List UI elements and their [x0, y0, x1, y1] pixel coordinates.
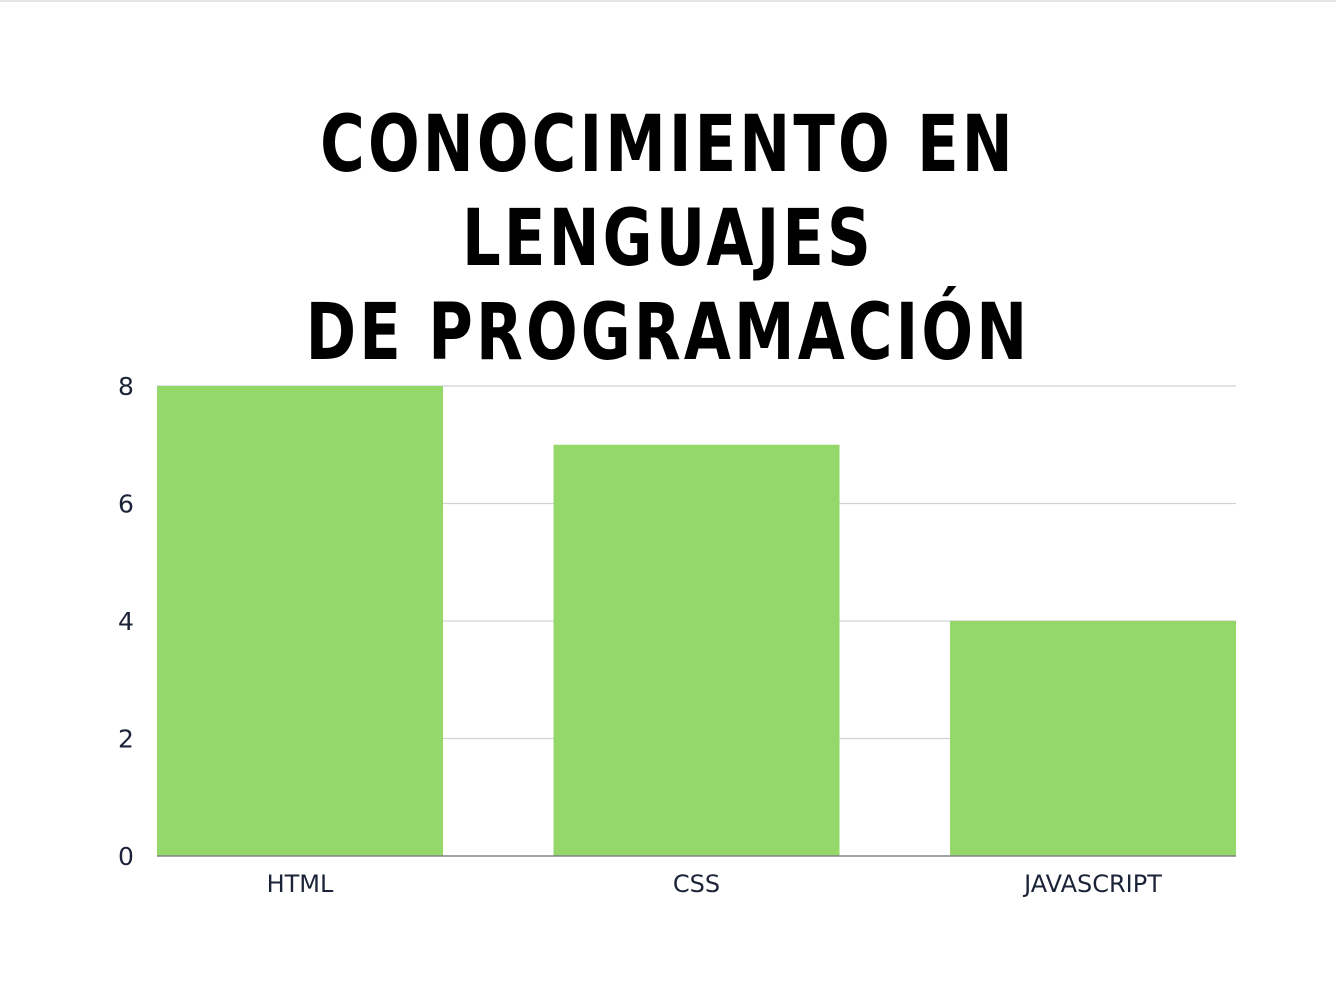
y-tick-label: 4 [118, 607, 134, 636]
bar-javascript [950, 621, 1236, 856]
bar-html [157, 386, 443, 856]
bar-css [553, 444, 840, 856]
y-tick-label: 6 [118, 490, 134, 519]
y-tick-label: 2 [118, 725, 134, 754]
x-tick-label-css: CSS [673, 870, 720, 898]
y-tick-label: 8 [118, 372, 134, 401]
chart-title: CONOCIMIENTO EN LENGUAJES DE PROGRAMACIÓ… [147, 98, 1189, 380]
x-tick-label-html: HTML [267, 870, 334, 898]
y-tick-label: 0 [118, 842, 134, 871]
y-tick-labels: 0 2 4 6 8 [118, 372, 134, 871]
bars [157, 386, 1236, 856]
top-rule [0, 0, 1336, 2]
x-tick-label-javascript: JAVASCRIPT [1022, 870, 1162, 898]
chart-title-line-1: CONOCIMIENTO EN LENGUAJES [320, 100, 1016, 284]
category-labels: HTML CSS JAVASCRIPT [267, 870, 1163, 898]
chart-title-line-2: DE PROGRAMACIÓN [305, 288, 1031, 378]
